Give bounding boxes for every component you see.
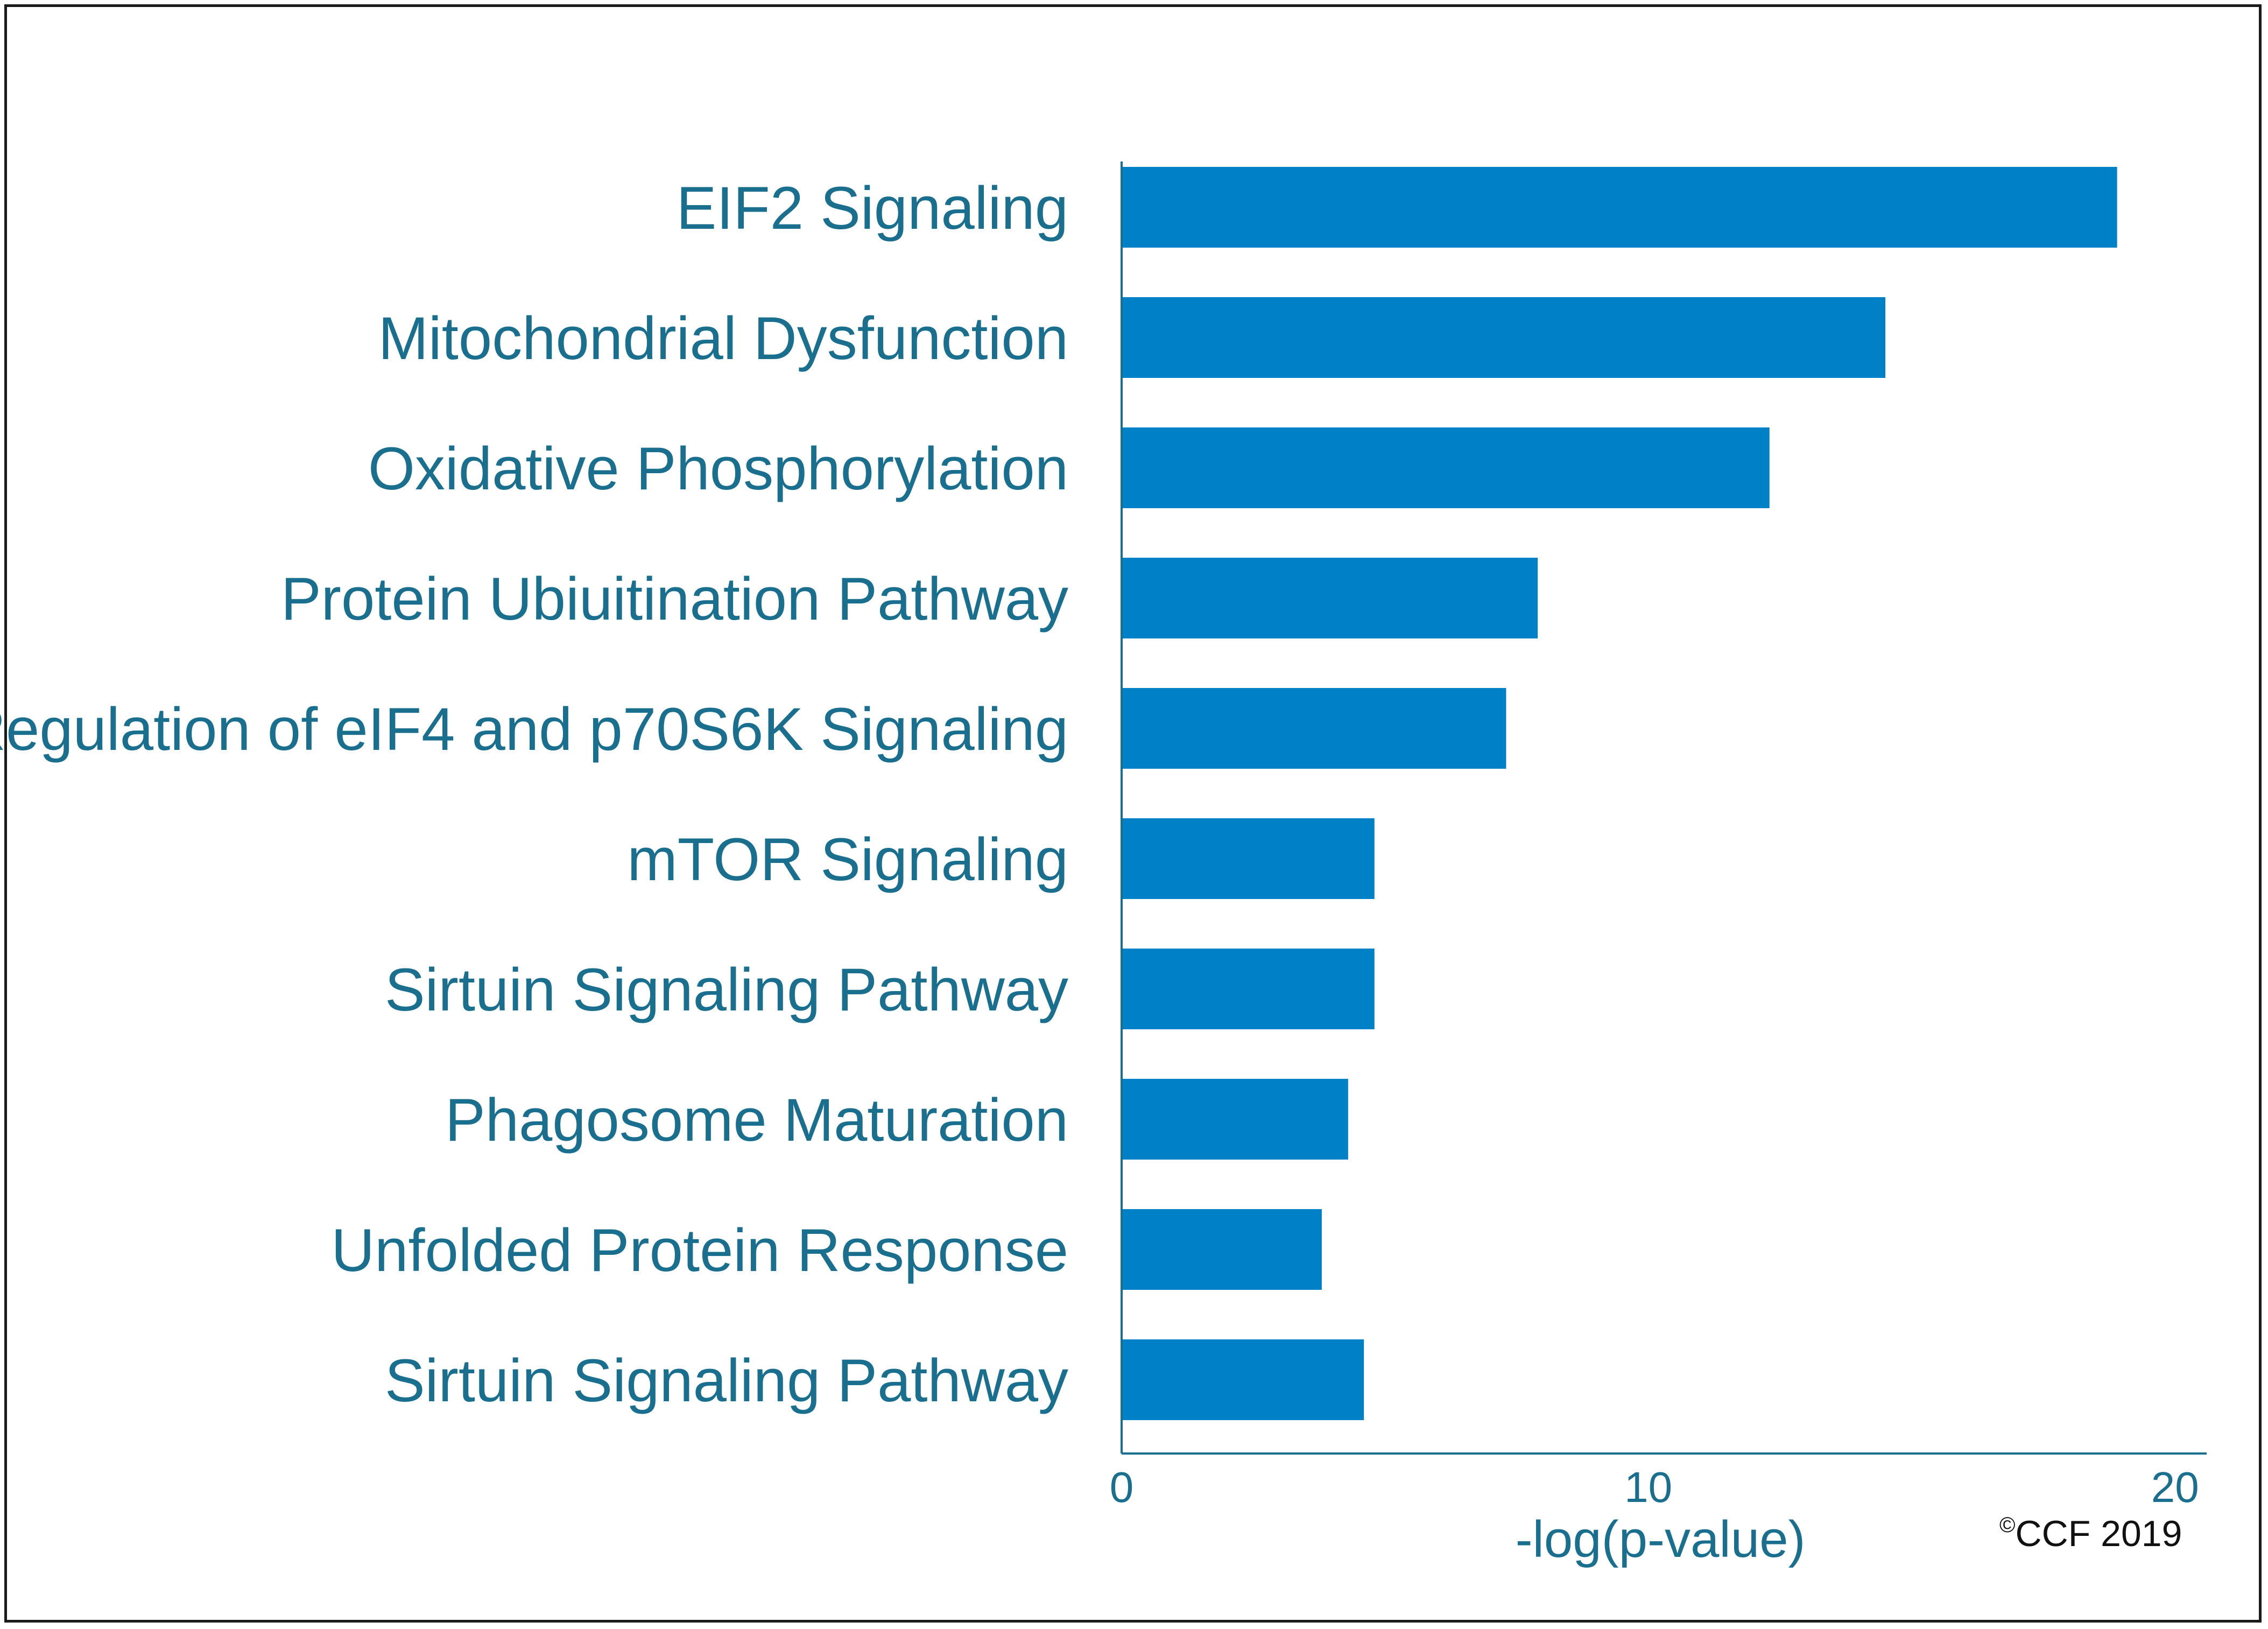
bar bbox=[1122, 167, 2117, 248]
x-ticks-group: 0 10 20 bbox=[1110, 1463, 2199, 1511]
chart-frame bbox=[4, 4, 2262, 1623]
category-label: Protein Ubiuitination Pathway bbox=[281, 565, 1068, 633]
copyright-notice: ©CCF 2019 bbox=[1999, 1513, 2182, 1555]
category-label: EIF2 Signaling bbox=[677, 174, 1068, 242]
category-label: Oxidative Phosphorylation bbox=[368, 435, 1068, 502]
x-tick-label: 0 bbox=[1110, 1463, 1134, 1511]
bar bbox=[1122, 688, 1506, 769]
copyright-text: CCF 2019 bbox=[2015, 1513, 2182, 1554]
category-label: Unfolded Protein Response bbox=[331, 1217, 1068, 1284]
category-label: Phagosome Maturation bbox=[445, 1086, 1068, 1154]
bar bbox=[1122, 949, 1375, 1029]
category-label: Regulation of eIF4 and p70S6K Signaling bbox=[0, 696, 1068, 763]
bar bbox=[1122, 1339, 1364, 1420]
bars-group bbox=[1122, 167, 2117, 1420]
category-label: Mitochondrial Dysfunction bbox=[378, 305, 1068, 372]
category-label: Sirtuin Signaling Pathway bbox=[385, 956, 1068, 1023]
bar bbox=[1122, 818, 1375, 899]
x-tick-label: 20 bbox=[2151, 1463, 2199, 1511]
bar bbox=[1122, 1209, 1322, 1290]
bar bbox=[1122, 427, 1770, 508]
bar bbox=[1122, 297, 1886, 378]
category-label: Sirtuin Signaling Pathway bbox=[385, 1347, 1068, 1414]
bar bbox=[1122, 1079, 1348, 1160]
bar bbox=[1122, 558, 1538, 638]
category-labels-group: EIF2 Signaling Mitochondrial Dysfunction O… bbox=[0, 174, 1068, 1414]
copyright-symbol: © bbox=[1999, 1513, 2016, 1537]
x-axis-title: -log(p-value) bbox=[1516, 1511, 1806, 1568]
category-label: mTOR Signaling bbox=[627, 826, 1068, 893]
x-tick-label: 10 bbox=[1624, 1463, 1672, 1511]
